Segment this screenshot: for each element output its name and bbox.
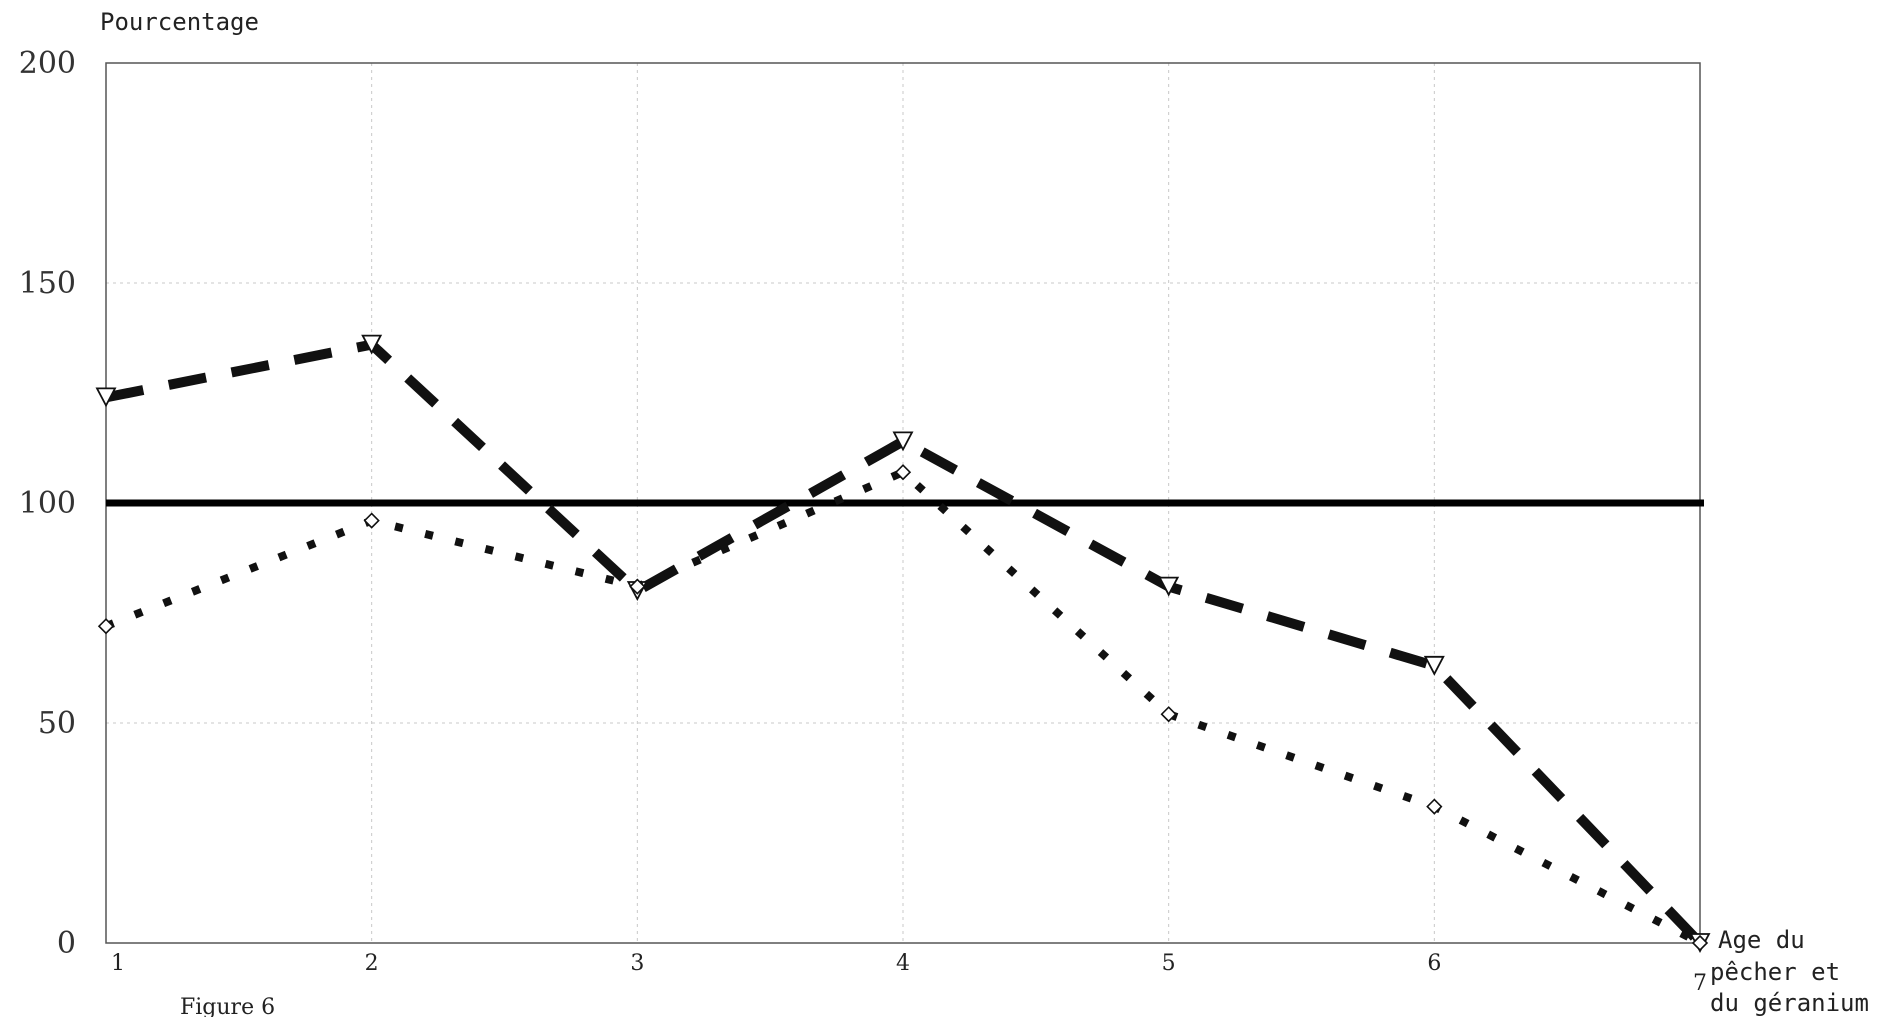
y-tick-0: 0 xyxy=(57,926,76,961)
x-axis-label-line-1: Age du xyxy=(1718,926,1805,954)
x-tick-1: 1 xyxy=(111,951,125,976)
x-axis-label-line-3: du géranium xyxy=(1710,989,1869,1017)
y-tick-100: 100 xyxy=(19,486,76,521)
x-axis-label-line-2: pêcher et xyxy=(1710,958,1840,986)
series-2-point-6 xyxy=(1426,798,1443,815)
series-2-point-3 xyxy=(629,578,646,595)
figure-caption: Figure 6 xyxy=(180,995,275,1017)
series-2-point-1 xyxy=(97,618,115,635)
series-1-point-2 xyxy=(361,334,383,355)
series-2-point-4 xyxy=(894,464,912,481)
y-tick-labels: 0 50 100 150 200 xyxy=(19,46,76,961)
series-1-point-5 xyxy=(1158,576,1180,597)
x-tick-2: 2 xyxy=(365,951,379,976)
series-1-point-4 xyxy=(892,431,914,452)
x-tick-4: 4 xyxy=(896,951,910,976)
series-layer xyxy=(95,334,1711,954)
x-tick-3: 3 xyxy=(630,951,644,976)
series-2-point-5 xyxy=(1160,706,1177,723)
x-tick-labels: 1 2 3 4 5 6 7 xyxy=(111,951,1707,996)
y-axis-label: Pourcentage xyxy=(100,8,259,36)
y-tick-50: 50 xyxy=(38,706,76,741)
x-tick-5: 5 xyxy=(1162,951,1176,976)
y-tick-200: 200 xyxy=(19,46,76,81)
x-tick-7: 7 xyxy=(1693,971,1707,996)
series-1-point-1 xyxy=(95,387,117,408)
series-2-point-2 xyxy=(363,512,380,529)
series-2-point-7 xyxy=(1691,934,1709,952)
y-tick-150: 150 xyxy=(19,266,76,301)
series-1-point-6 xyxy=(1423,655,1445,676)
x-tick-6: 6 xyxy=(1427,951,1441,976)
